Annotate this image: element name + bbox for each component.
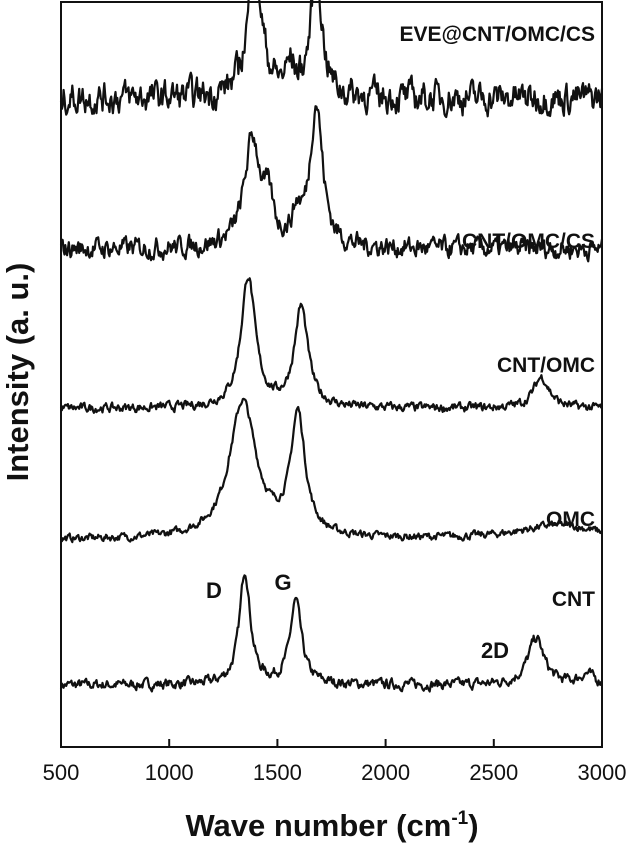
series-label-cnt: CNT (552, 588, 595, 611)
spectrum-line-cnt-omc-cs (59, 105, 604, 263)
spectrum-line-omc (60, 397, 603, 544)
peak-label-d: D (206, 578, 222, 603)
x-tick-label: 1500 (253, 760, 302, 785)
series-label-cnt-omc: CNT/OMC (497, 354, 595, 377)
spectrum-line-cnt-omc (59, 277, 603, 414)
spectrum-line-eve-cnt-omc-cs (59, 0, 604, 119)
y-axis-label: Intensity (a. u.) (0, 263, 35, 482)
x-tick-label: 3000 (578, 760, 627, 785)
x-tick-label: 1000 (145, 760, 194, 785)
series-label-eve-cnt-omc-cs: EVE@CNT/OMC/CS (400, 23, 596, 46)
series-label-cnt-omc-cs: CNT/OMC/CS (462, 230, 595, 253)
plot-frame (60, 1, 603, 748)
peak-label-2d: 2D (481, 638, 509, 663)
x-tick-label: 2500 (469, 760, 518, 785)
series-label-omc: OMC (546, 508, 595, 531)
x-tick-label: 500 (43, 760, 80, 785)
x-tick-label: 2000 (361, 760, 410, 785)
x-axis-ticks: 500 1000 1500 2000 2500 3000 (43, 739, 627, 785)
x-axis-label: Wave number (cm-1) (185, 808, 478, 843)
spectra-traces (59, 0, 604, 693)
spectrum-line-cnt (59, 574, 604, 693)
peak-label-g: G (274, 570, 291, 595)
